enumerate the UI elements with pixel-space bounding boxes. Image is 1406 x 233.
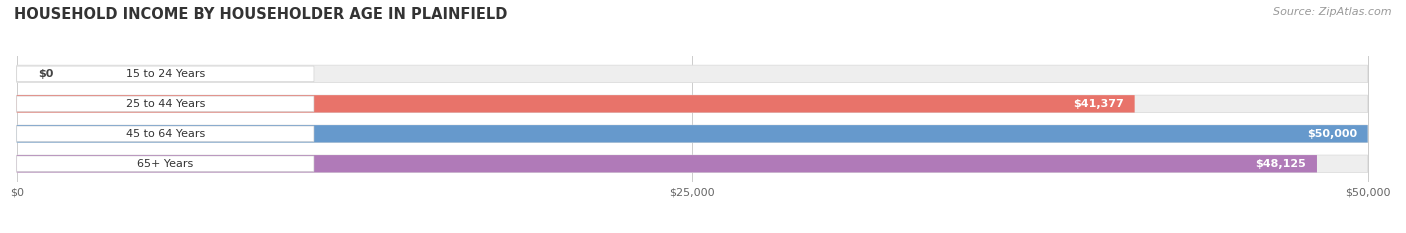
FancyBboxPatch shape (17, 125, 1368, 143)
FancyBboxPatch shape (17, 125, 1368, 143)
FancyBboxPatch shape (17, 156, 314, 171)
Text: $0: $0 (38, 69, 53, 79)
FancyBboxPatch shape (17, 126, 314, 142)
FancyBboxPatch shape (17, 95, 1368, 113)
Text: 45 to 64 Years: 45 to 64 Years (125, 129, 205, 139)
Text: 65+ Years: 65+ Years (138, 159, 194, 169)
FancyBboxPatch shape (17, 95, 1135, 113)
FancyBboxPatch shape (17, 155, 1368, 172)
Text: $48,125: $48,125 (1256, 159, 1306, 169)
Text: $50,000: $50,000 (1306, 129, 1357, 139)
Text: 15 to 24 Years: 15 to 24 Years (125, 69, 205, 79)
Text: $41,377: $41,377 (1073, 99, 1123, 109)
FancyBboxPatch shape (17, 66, 314, 82)
FancyBboxPatch shape (17, 96, 314, 112)
Text: Source: ZipAtlas.com: Source: ZipAtlas.com (1274, 7, 1392, 17)
Text: HOUSEHOLD INCOME BY HOUSEHOLDER AGE IN PLAINFIELD: HOUSEHOLD INCOME BY HOUSEHOLDER AGE IN P… (14, 7, 508, 22)
FancyBboxPatch shape (17, 65, 1368, 82)
Text: 25 to 44 Years: 25 to 44 Years (125, 99, 205, 109)
FancyBboxPatch shape (17, 155, 1317, 172)
